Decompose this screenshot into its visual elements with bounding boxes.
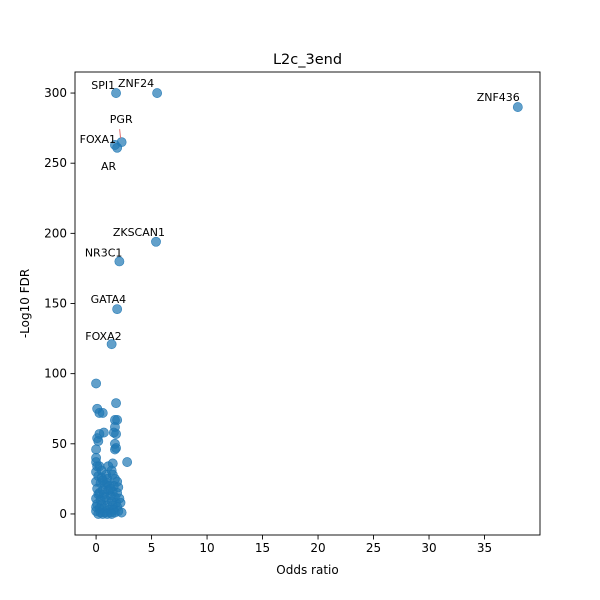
x-tick-label: 30 — [421, 541, 436, 555]
point-label: ZKSCAN1 — [113, 226, 165, 239]
data-point — [106, 509, 117, 519]
data-point — [112, 142, 123, 153]
data-point — [91, 378, 101, 389]
y-tick-label: 200 — [44, 226, 67, 240]
data-point — [114, 256, 125, 267]
y-tick-label: 50 — [52, 437, 67, 451]
label-leader-line — [119, 129, 122, 139]
data-point — [94, 408, 105, 418]
x-tick-label: 0 — [92, 541, 100, 555]
y-axis-ticks: 0 50 100 150 200 250 300 — [44, 86, 75, 521]
data-point — [151, 236, 161, 247]
x-tick-label: 20 — [310, 541, 325, 555]
data-point — [106, 339, 117, 350]
point-label: SPI1 — [91, 79, 115, 92]
y-tick-label: 0 — [59, 507, 67, 521]
point-label: NR3C1 — [85, 246, 123, 259]
data-point — [105, 483, 116, 494]
point-label: AR — [101, 160, 117, 173]
data-point — [112, 304, 123, 315]
x-axis-label: Odds ratio — [276, 563, 338, 577]
data-point — [110, 444, 120, 455]
data-point — [93, 436, 104, 446]
point-label: FOXA1 — [80, 133, 116, 146]
data-point — [103, 461, 114, 472]
point-label: FOXA2 — [85, 330, 121, 343]
x-axis-ticks: 0 5 10 15 20 25 30 35 — [92, 535, 492, 555]
y-tick-label: 250 — [44, 156, 67, 170]
y-axis-label: -Log10 FDR — [18, 269, 32, 338]
x-tick-label: 15 — [255, 541, 270, 555]
y-tick-label: 100 — [44, 367, 67, 381]
data-point — [97, 475, 108, 486]
point-label: GATA4 — [91, 293, 127, 306]
data-point — [111, 429, 121, 439]
point-labels: SPI1 ZNF24 ZNF436 PGR FOXA1 AR ZKSCAN1 NR3C1 GAT… — [80, 77, 520, 343]
point-label: ZNF436 — [477, 91, 520, 104]
data-point — [116, 507, 127, 518]
data-point — [91, 444, 101, 455]
x-tick-label: 10 — [199, 541, 214, 555]
x-tick-label: 5 — [148, 541, 156, 555]
data-points — [91, 88, 523, 519]
data-point — [94, 488, 105, 498]
y-tick-label: 300 — [44, 86, 67, 100]
x-tick-label: 25 — [366, 541, 381, 555]
y-tick-label: 150 — [44, 297, 67, 311]
x-tick-label: 35 — [477, 541, 492, 555]
data-point — [111, 398, 121, 409]
data-point — [152, 88, 163, 98]
data-point — [512, 102, 523, 112]
data-point — [122, 457, 133, 467]
data-point — [111, 88, 121, 98]
point-label: ZNF24 — [118, 77, 154, 90]
point-label: PGR — [110, 113, 133, 126]
plot-frame — [74, 71, 541, 536]
chart-title: L2c_3end — [273, 52, 342, 68]
